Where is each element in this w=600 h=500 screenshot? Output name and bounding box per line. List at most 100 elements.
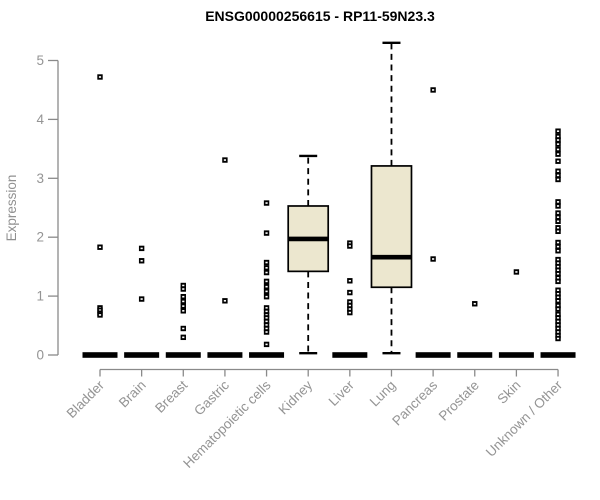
outlier-point-unknown-other-23 bbox=[555, 267, 561, 273]
y-tick-label-0: 0 bbox=[36, 348, 44, 363]
outlier-square-center-hematopoietic-cells-9 bbox=[265, 307, 268, 309]
outlier-square-center-unknown-other-17 bbox=[556, 241, 560, 244]
outlier-square-center-liver-4 bbox=[348, 301, 351, 303]
outlier-point-unknown-other-39 bbox=[555, 332, 561, 339]
outlier-point-unknown-other-10 bbox=[555, 199, 561, 205]
outlier-square-center-unknown-other-1 bbox=[556, 135, 560, 138]
outlier-square-center-hematopoietic-cells-1 bbox=[265, 232, 268, 234]
outlier-point-liver-2 bbox=[347, 278, 353, 284]
outlier-square-center-hematopoietic-cells-11 bbox=[265, 314, 268, 316]
outlier-point-gastric-0 bbox=[222, 157, 228, 163]
outlier-square-center-unknown-other-2 bbox=[556, 139, 560, 141]
outlier-point-liver-6 bbox=[347, 306, 353, 312]
outlier-point-liver-1 bbox=[347, 243, 353, 249]
outlier-square-center-liver-2 bbox=[348, 279, 351, 282]
outlier-point-unknown-other-40 bbox=[555, 335, 561, 342]
outlier-square-center-skin-0 bbox=[515, 271, 518, 273]
outlier-point-breast-6 bbox=[180, 325, 186, 332]
outlier-point-unknown-other-17 bbox=[555, 239, 561, 246]
outlier-square-center-unknown-other-19 bbox=[556, 249, 560, 252]
outlier-point-unknown-other-29 bbox=[555, 294, 561, 300]
outlier-square-center-unknown-other-3 bbox=[556, 143, 560, 145]
outlier-point-breast-7 bbox=[180, 334, 186, 341]
outlier-point-hematopoietic-cells-3 bbox=[263, 265, 270, 271]
outlier-square-center-bladder-3 bbox=[98, 309, 102, 312]
outlier-square-center-unknown-other-32 bbox=[556, 308, 560, 310]
y-axis-label: Expression bbox=[4, 175, 19, 242]
outlier-point-hematopoietic-cells-12 bbox=[263, 315, 270, 321]
outlier-point-brain-0 bbox=[138, 245, 145, 252]
outlier-square-center-hematopoietic-cells-14 bbox=[265, 324, 268, 326]
outlier-point-unknown-other-20 bbox=[555, 256, 561, 263]
y-tick-label-4: 4 bbox=[36, 112, 44, 127]
outlier-point-unknown-other-8 bbox=[555, 172, 561, 179]
outlier-square-center-unknown-other-40 bbox=[556, 337, 560, 340]
outlier-point-hematopoietic-cells-16 bbox=[263, 329, 270, 335]
outlier-point-unknown-other-31 bbox=[555, 302, 561, 309]
outlier-square-center-breast-3 bbox=[182, 300, 185, 303]
outlier-point-liver-4 bbox=[347, 299, 353, 305]
outlier-square-center-brain-1 bbox=[140, 259, 143, 262]
zero-median-bar-skin bbox=[498, 352, 534, 358]
outlier-square-center-pancreas-1 bbox=[432, 258, 435, 260]
zero-median-bar-brain bbox=[124, 352, 160, 358]
outlier-point-bladder-3 bbox=[97, 307, 103, 313]
outlier-point-bladder-0 bbox=[97, 74, 103, 80]
outlier-point-unknown-other-19 bbox=[555, 248, 561, 254]
outlier-point-unknown-other-14 bbox=[555, 218, 561, 224]
outlier-square-center-unknown-other-5 bbox=[556, 153, 560, 155]
outlier-point-brain-1 bbox=[138, 258, 145, 264]
outlier-point-unknown-other-36 bbox=[555, 322, 561, 328]
outlier-square-center-hematopoietic-cells-2 bbox=[265, 261, 268, 264]
outlier-point-hematopoietic-cells-13 bbox=[263, 318, 270, 325]
outlier-square-center-breast-2 bbox=[182, 295, 185, 298]
outlier-square-center-unknown-other-35 bbox=[556, 320, 560, 323]
outlier-square-center-hematopoietic-cells-8 bbox=[265, 295, 268, 298]
outlier-point-breast-1 bbox=[180, 286, 186, 292]
outlier-point-unknown-other-9 bbox=[555, 176, 561, 183]
outlier-point-prostate-0 bbox=[472, 301, 478, 307]
outlier-square-center-unknown-other-20 bbox=[556, 258, 560, 261]
outlier-square-center-pancreas-0 bbox=[432, 89, 435, 91]
x-tick-label-liver: Liver bbox=[326, 377, 358, 409]
zero-median-bar-prostate bbox=[457, 352, 493, 358]
outlier-point-unknown-other-24 bbox=[555, 271, 561, 277]
outlier-square-center-breast-7 bbox=[182, 336, 185, 339]
outlier-point-unknown-other-4 bbox=[555, 146, 561, 153]
outlier-point-unknown-other-28 bbox=[555, 291, 561, 297]
chart-title: ENSG00000256615 - RP11-59N23.3 bbox=[205, 8, 435, 24]
outlier-square-center-prostate-0 bbox=[473, 302, 476, 305]
outlier-point-hematopoietic-cells-14 bbox=[263, 322, 270, 328]
outlier-point-unknown-other-22 bbox=[555, 263, 561, 270]
outlier-point-liver-7 bbox=[347, 309, 353, 316]
y-tick-label-3: 3 bbox=[36, 171, 44, 186]
zero-median-bar-hematopoietic-cells bbox=[249, 352, 285, 358]
outlier-square-center-unknown-other-34 bbox=[556, 317, 560, 319]
outlier-point-unknown-other-16 bbox=[555, 228, 561, 235]
outlier-point-pancreas-0 bbox=[430, 87, 436, 93]
outlier-square-center-liver-6 bbox=[348, 308, 351, 310]
zero-median-bar-pancreas bbox=[415, 352, 451, 358]
outlier-point-breast-3 bbox=[180, 298, 186, 305]
outlier-point-hematopoietic-cells-11 bbox=[263, 312, 270, 318]
outlier-square-center-unknown-other-23 bbox=[556, 269, 560, 271]
outlier-point-unknown-other-35 bbox=[555, 318, 561, 325]
outlier-square-center-unknown-other-4 bbox=[556, 148, 560, 151]
outlier-square-center-bladder-0 bbox=[98, 76, 102, 78]
outlier-point-unknown-other-27 bbox=[555, 287, 561, 293]
outlier-square-center-hematopoietic-cells-10 bbox=[265, 310, 268, 313]
outlier-square-center-unknown-other-14 bbox=[556, 220, 560, 223]
outlier-square-center-unknown-other-11 bbox=[556, 205, 560, 207]
outlier-point-hematopoietic-cells-4 bbox=[263, 269, 270, 276]
outlier-point-hematopoietic-cells-8 bbox=[263, 293, 270, 300]
outlier-point-brain-2 bbox=[138, 296, 145, 302]
outlier-square-center-gastric-0 bbox=[223, 159, 227, 161]
outlier-point-hematopoietic-cells-9 bbox=[263, 305, 270, 311]
outlier-point-unknown-other-21 bbox=[555, 260, 561, 266]
outlier-square-center-unknown-other-7 bbox=[556, 170, 560, 173]
outlier-point-hematopoietic-cells-6 bbox=[263, 283, 270, 290]
outlier-point-breast-2 bbox=[180, 293, 186, 300]
outlier-square-center-hematopoietic-cells-12 bbox=[265, 317, 268, 319]
outlier-point-hematopoietic-cells-5 bbox=[263, 278, 270, 285]
